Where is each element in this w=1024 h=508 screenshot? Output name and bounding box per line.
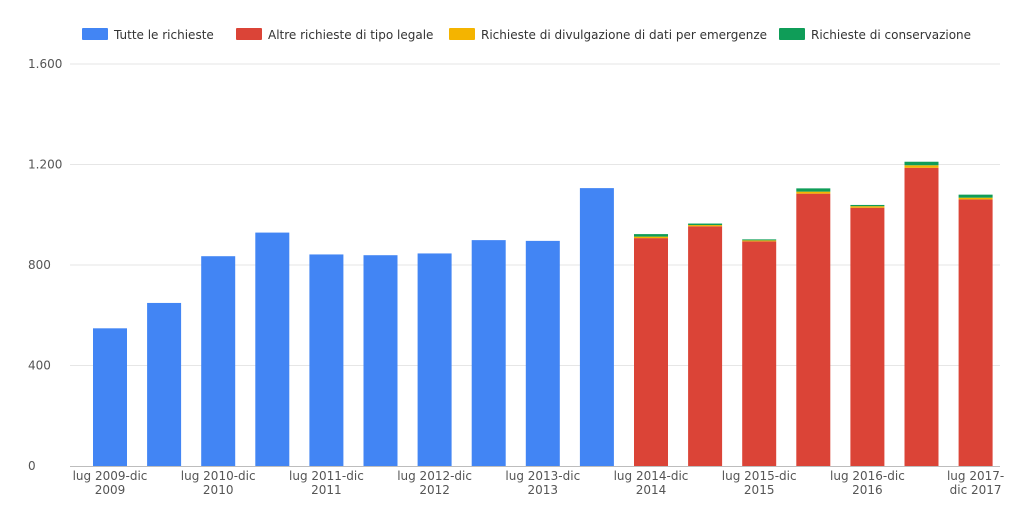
xtick-line-10-0: lug 2014-dic [614, 469, 689, 483]
bar-group-13 [796, 188, 831, 466]
bar-preservation-16 [958, 194, 993, 198]
bar-all-6 [417, 253, 452, 466]
bar-group-8 [525, 240, 560, 466]
bar-group-2 [201, 256, 236, 466]
xtick-line-2-1: 2010 [203, 483, 234, 497]
xtick-line-12-1: 2015 [744, 483, 775, 497]
bar-legal-12 [742, 241, 777, 466]
bar-group-15 [904, 161, 939, 467]
xtick-label-4: lug 2011-dic 2011 [289, 469, 364, 497]
bar-all-4 [309, 254, 344, 466]
xtick-line-8-1: 2013 [528, 483, 559, 497]
bar-group-9 [579, 188, 614, 466]
xtick-line-16-1: dic 2017 [950, 483, 1002, 497]
xtick-line-16-0: lug 2017- [947, 469, 1004, 483]
bar-preservation-13 [796, 188, 831, 192]
legend-item-all: Tutte le richieste [82, 28, 214, 42]
ytick-label-1200: 1.200 [28, 158, 62, 172]
x-axis: lug 2009-dic 2009 lug 2010-dic 2010 lug 2011… [70, 466, 1004, 497]
bar-all-1 [147, 302, 182, 466]
xtick-label-8: lug 2013-dic 2013 [505, 469, 580, 497]
bar-group-7 [471, 240, 506, 466]
bar-group-5 [363, 255, 398, 466]
bar-group-6 [417, 253, 452, 466]
bar-emergency-15 [904, 165, 939, 168]
legend-swatch-emergency [449, 28, 475, 40]
xtick-label-12: lug 2015-dic 2015 [722, 469, 797, 497]
bar-emergency-16 [958, 197, 993, 200]
xtick-line-2-0: lug 2010-dic [181, 469, 256, 483]
xtick-line-0-0: lug 2009-dic [73, 469, 148, 483]
ytick-label-400: 400 [28, 359, 51, 373]
xtick-line-0-1: 2009 [95, 483, 126, 497]
xtick-line-6-1: 2012 [419, 483, 450, 497]
xtick-line-14-1: 2016 [852, 483, 883, 497]
bar-group-11 [688, 223, 723, 466]
legend-item-emergency: Richieste di divulgazione di dati per em… [449, 28, 767, 42]
legend-label-emergency: Richieste di divulgazione di dati per em… [481, 28, 767, 42]
legend-item-legal: Altre richieste di tipo legale [236, 28, 433, 42]
xtick-label-6: lug 2012-dic 2012 [397, 469, 472, 497]
bar-legal-14 [850, 207, 885, 466]
bar-emergency-11 [688, 225, 723, 227]
bar-group-10 [634, 234, 668, 466]
bar-all-5 [363, 255, 398, 466]
legend-swatch-legal [236, 28, 262, 40]
bar-group-0 [93, 328, 127, 466]
bar-legal-16 [958, 199, 993, 466]
bars [93, 161, 993, 467]
bar-group-1 [147, 302, 182, 466]
bar-preservation-12 [742, 239, 777, 241]
xtick-label-10: lug 2014-dic 2014 [614, 469, 689, 497]
bar-legal-10 [634, 238, 668, 466]
bar-group-16 [958, 194, 993, 466]
legend-label-all: Tutte le richieste [113, 28, 214, 42]
xtick-line-8-0: lug 2013-dic [505, 469, 580, 483]
xtick-line-4-0: lug 2011-dic [289, 469, 364, 483]
xtick-label-2: lug 2010-dic 2010 [181, 469, 256, 497]
bar-all-7 [471, 240, 506, 466]
xtick-line-10-1: 2014 [636, 483, 667, 497]
legend-label-preservation: Richieste di conservazione [811, 28, 971, 42]
bar-group-14 [850, 204, 885, 466]
ytick-label-0: 0 [28, 459, 36, 473]
legend: Tutte le richieste Altre richieste di tip… [82, 28, 971, 42]
legend-swatch-preservation [779, 28, 805, 40]
bar-legal-13 [796, 193, 831, 466]
xtick-label-16: lug 2017-dic 2017 [947, 469, 1004, 497]
legend-label-legal: Altre richieste di tipo legale [268, 28, 433, 42]
bar-preservation-15 [904, 161, 939, 166]
bar-group-4 [309, 254, 344, 466]
bar-all-3 [255, 232, 290, 466]
bar-legal-15 [904, 167, 939, 467]
bar-group-12 [742, 239, 777, 466]
legend-item-preservation: Richieste di conservazione [779, 28, 971, 42]
bar-group-3 [255, 232, 290, 466]
bar-legal-11 [688, 226, 723, 466]
bar-emergency-12 [742, 240, 777, 242]
bar-emergency-13 [796, 191, 831, 194]
xtick-line-6-0: lug 2012-dic [397, 469, 472, 483]
xtick-line-14-0: lug 2016-dic [830, 469, 905, 483]
xtick-label-0: lug 2009-dic 2009 [73, 469, 148, 497]
bar-preservation-10 [634, 234, 668, 237]
bar-all-9 [579, 188, 614, 466]
bar-all-2 [201, 256, 236, 466]
bar-emergency-14 [850, 206, 885, 208]
xtick-line-4-1: 2011 [311, 483, 342, 497]
bar-all-8 [525, 240, 560, 466]
legend-swatch-all [82, 28, 108, 40]
xtick-label-14: lug 2016-dic 2016 [830, 469, 905, 497]
bar-preservation-11 [688, 223, 723, 226]
ytick-label-800: 800 [28, 258, 51, 272]
bar-emergency-10 [634, 236, 668, 239]
bar-all-0 [93, 328, 127, 466]
ytick-label-1600: 1.600 [28, 57, 62, 71]
bar-preservation-14 [850, 204, 885, 207]
xtick-line-12-0: lug 2015-dic [722, 469, 797, 483]
